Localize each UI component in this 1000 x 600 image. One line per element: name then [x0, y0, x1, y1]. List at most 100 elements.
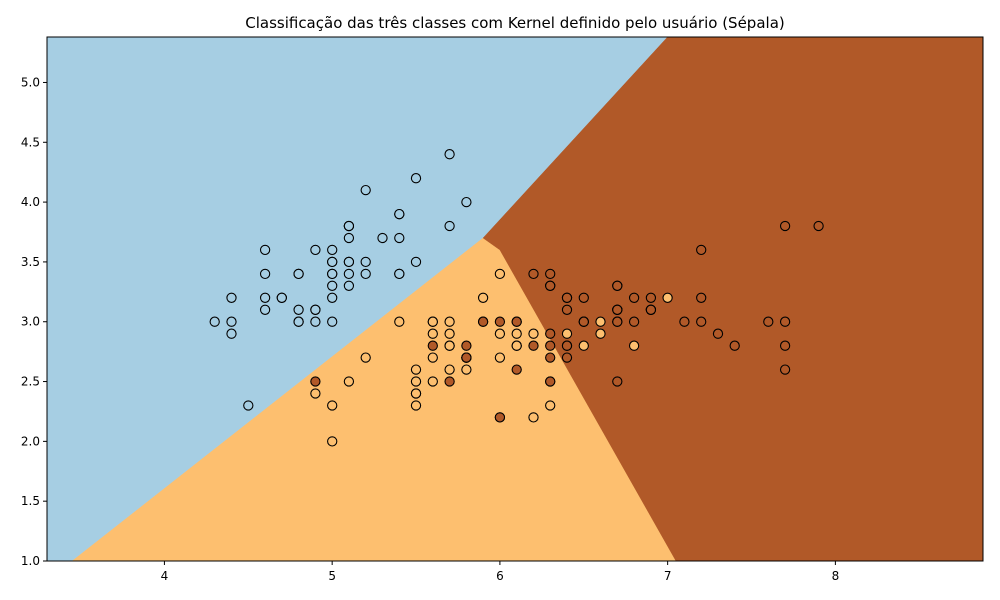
point-class-2: [612, 280, 623, 291]
point-class-0: [226, 316, 237, 327]
point-class-1: [427, 376, 438, 387]
point-class-2: [696, 316, 707, 327]
point-class-2: [461, 352, 472, 363]
y-tick-label: 3.5: [21, 255, 40, 269]
point-class-2: [545, 280, 556, 291]
point-class-2: [461, 340, 472, 351]
point-class-1: [444, 316, 455, 327]
point-class-0: [243, 400, 254, 411]
point-class-2: [561, 292, 573, 303]
point-class-0: [327, 256, 338, 268]
point-class-0: [310, 316, 321, 327]
point-class-1: [477, 292, 489, 303]
point-class-2: [612, 376, 623, 387]
point-class-0: [310, 244, 321, 256]
y-tick-label: 1.5: [21, 494, 40, 508]
point-class-1: [494, 328, 506, 339]
point-class-0: [327, 292, 338, 303]
point-class-0: [259, 268, 271, 280]
y-tick-label: 3.0: [21, 315, 40, 329]
point-class-2: [779, 316, 791, 327]
point-class-0: [360, 268, 371, 280]
point-class-0: [327, 244, 338, 256]
point-class-0: [343, 220, 355, 232]
point-class-2: [813, 220, 824, 232]
point-class-0: [327, 316, 338, 327]
plot-frame: [46, 36, 984, 562]
point-class-1: [595, 328, 606, 339]
point-class-2: [561, 352, 573, 363]
point-class-0: [310, 304, 321, 315]
point-class-2: [645, 304, 657, 315]
point-class-0: [293, 316, 304, 327]
point-class-2: [779, 364, 791, 375]
point-class-0: [410, 256, 422, 268]
point-class-1: [410, 388, 422, 399]
point-class-1: [410, 364, 422, 375]
region-class-2: [482, 37, 983, 561]
point-class-2: [679, 316, 690, 327]
point-class-1: [343, 376, 355, 387]
point-class-1: [427, 352, 438, 363]
point-class-0: [444, 220, 455, 232]
point-class-1: [360, 352, 371, 363]
y-tick-label: 1.0: [21, 554, 40, 568]
point-class-1: [327, 400, 338, 411]
point-class-1: [561, 328, 573, 339]
point-class-0: [343, 232, 355, 244]
point-class-1: [444, 328, 455, 339]
point-class-1: [410, 400, 422, 411]
point-class-0: [259, 292, 271, 303]
x-axis: 4 5 6 7 8: [161, 561, 839, 583]
point-class-1: [511, 340, 522, 351]
point-class-2: [494, 412, 506, 423]
point-class-0: [394, 208, 405, 220]
point-class-0: [226, 328, 237, 339]
point-class-2: [578, 292, 589, 303]
point-class-2: [494, 316, 506, 327]
point-class-2: [561, 304, 573, 315]
point-class-1: [628, 340, 640, 351]
point-class-2: [427, 340, 438, 351]
point-class-0: [444, 149, 455, 160]
point-class-1: [528, 412, 539, 423]
point-class-2: [779, 220, 791, 232]
point-class-0: [293, 268, 304, 280]
point-class-0: [343, 268, 355, 280]
point-class-2: [545, 376, 556, 387]
point-class-0: [394, 232, 405, 244]
y-tick-label: 2.5: [21, 375, 40, 389]
point-class-2: [763, 316, 774, 327]
point-class-2: [545, 328, 556, 339]
y-tick-label: 2.0: [21, 434, 40, 448]
point-class-1: [595, 316, 606, 327]
point-class-2: [561, 340, 573, 351]
y-tick-label: 4.5: [21, 135, 40, 149]
point-class-1: [394, 316, 405, 327]
point-class-0: [259, 304, 271, 315]
point-class-2: [628, 292, 640, 303]
point-class-2: [528, 340, 539, 351]
point-class-0: [360, 256, 371, 268]
point-class-1: [427, 328, 438, 339]
y-axis: 1.0 1.5 2.0 2.5 3.0 3.5 4.0 4.5 5.0: [21, 75, 47, 568]
point-class-1: [662, 292, 673, 303]
point-class-2: [310, 376, 321, 387]
point-class-1: [578, 340, 589, 351]
plot-area: [46, 36, 984, 562]
point-class-2: [528, 268, 539, 280]
point-class-0: [410, 173, 422, 184]
point-class-0: [276, 292, 287, 303]
point-class-0: [343, 256, 355, 268]
point-class-2: [511, 364, 522, 375]
chart-title: Classificação das três classes com Kerne…: [245, 14, 785, 32]
point-class-2: [696, 244, 707, 256]
point-class-1: [494, 268, 506, 280]
point-class-1: [545, 400, 556, 411]
point-class-2: [612, 304, 623, 315]
y-tick-label: 5.0: [21, 75, 40, 89]
point-class-1: [410, 376, 422, 387]
point-class-2: [511, 316, 522, 327]
point-class-0: [293, 304, 304, 315]
